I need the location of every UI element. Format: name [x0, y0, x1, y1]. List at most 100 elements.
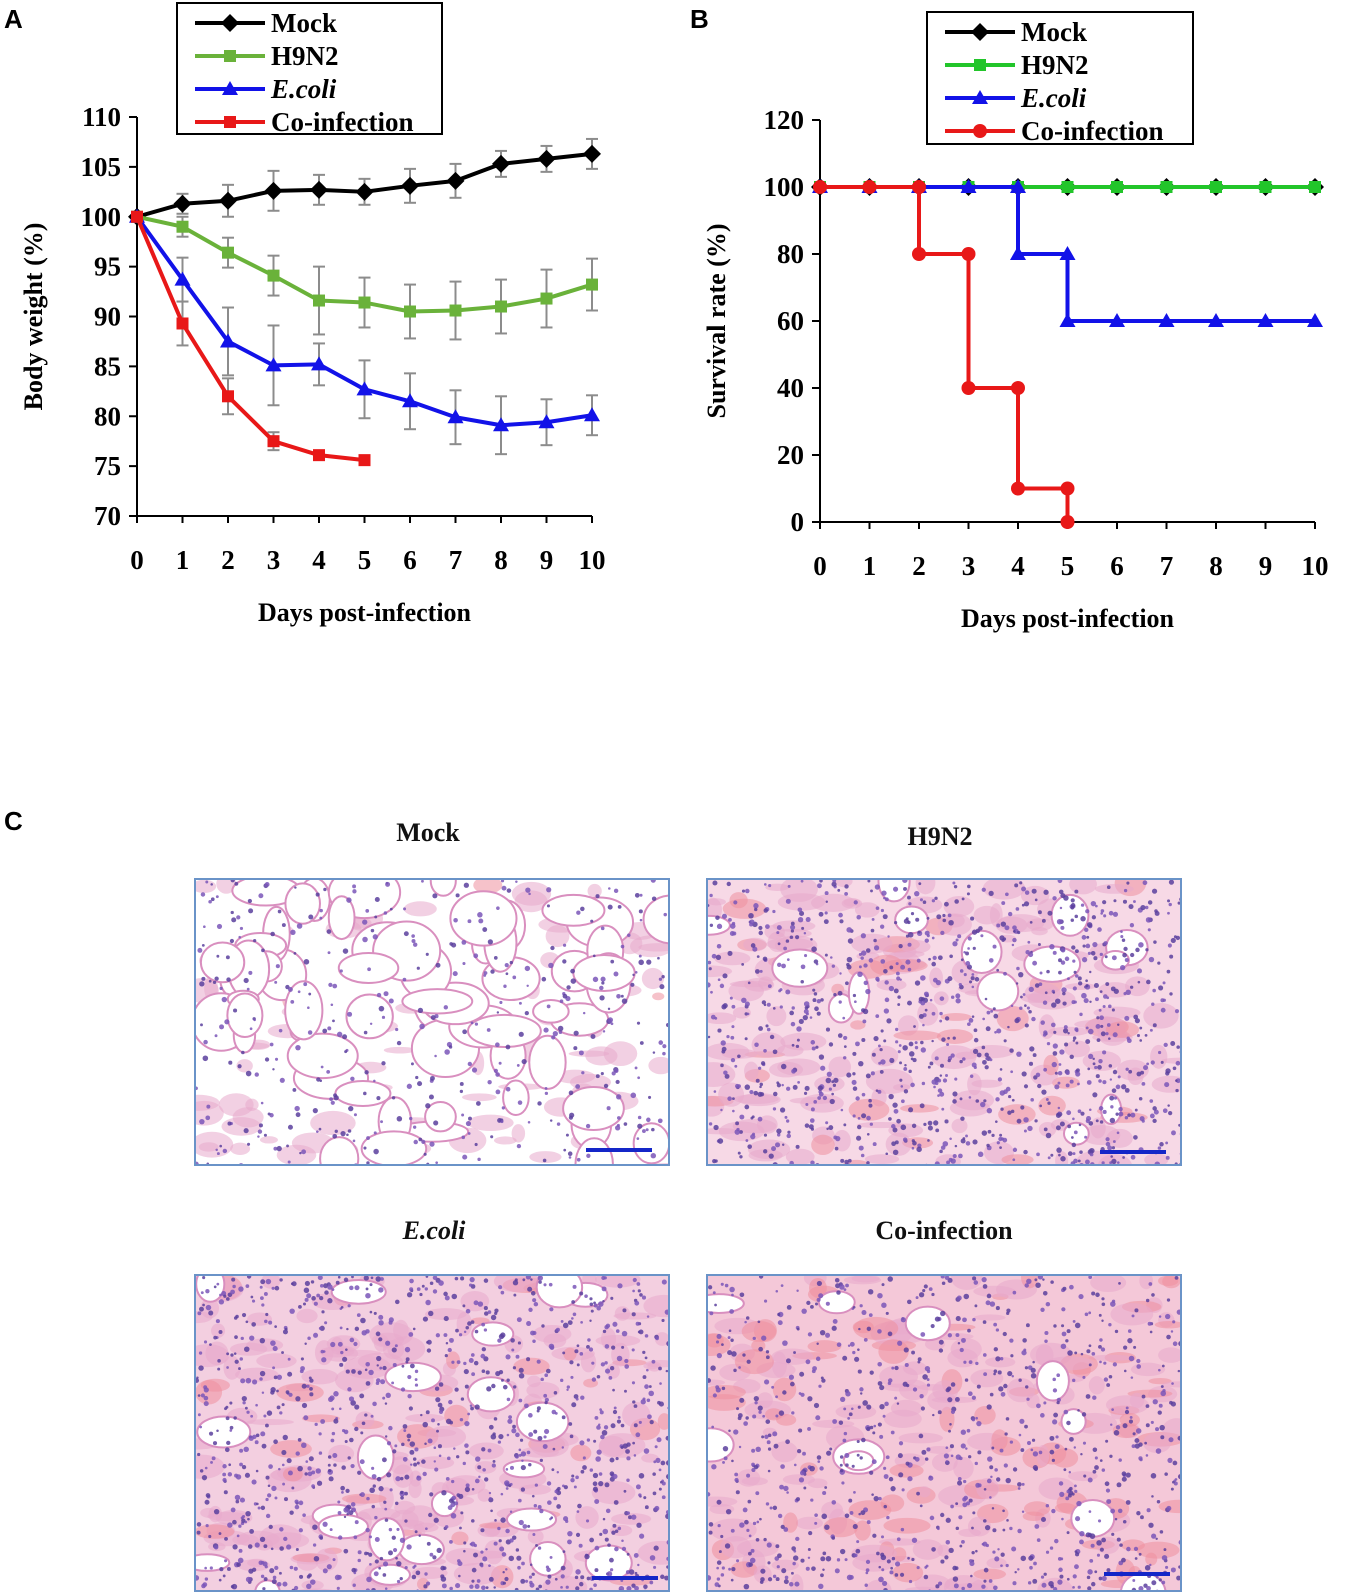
nucleus: [598, 1472, 603, 1476]
tissue-blob: [211, 1323, 226, 1338]
nucleus: [853, 1490, 856, 1494]
nucleus: [916, 958, 921, 963]
nucleus: [416, 1589, 419, 1590]
tissue-blob: [878, 1339, 909, 1364]
nucleus: [834, 1277, 840, 1283]
nucleus: [778, 1591, 781, 1592]
nucleus: [345, 1369, 350, 1374]
nucleus: [279, 1077, 285, 1083]
nucleus: [1090, 1162, 1095, 1164]
nucleus: [634, 1571, 638, 1575]
nucleus: [1099, 1120, 1104, 1124]
nucleus: [744, 1001, 750, 1007]
nucleus: [1073, 970, 1077, 974]
y-tick-label: 90: [94, 302, 121, 332]
nucleus: [565, 1585, 569, 1589]
nucleus: [976, 1421, 982, 1427]
nucleus: [589, 1537, 595, 1543]
nucleus: [231, 917, 237, 923]
nucleus: [420, 1413, 423, 1417]
nucleus: [1057, 1579, 1063, 1585]
nucleus: [1081, 957, 1088, 963]
nucleus: [257, 1129, 263, 1134]
nucleus: [826, 1071, 832, 1077]
nucleus: [720, 1040, 726, 1046]
nucleus: [651, 896, 657, 901]
nucleus: [872, 1142, 877, 1147]
nucleus: [993, 1013, 999, 1019]
nucleus: [1180, 949, 1182, 951]
nucleus: [490, 1433, 497, 1440]
nucleus: [414, 1378, 418, 1382]
nucleus: [739, 1292, 745, 1298]
nucleus: [327, 951, 331, 955]
nucleus: [799, 910, 805, 916]
nucleus: [463, 1369, 469, 1375]
nucleus: [803, 1091, 808, 1095]
nucleus: [967, 1583, 973, 1589]
nucleus: [908, 902, 912, 906]
nucleus: [546, 1004, 551, 1009]
nucleus: [1125, 989, 1131, 996]
nucleus: [829, 1447, 833, 1451]
nucleus: [1147, 1321, 1152, 1326]
nucleus: [1145, 948, 1149, 952]
nucleus: [636, 1522, 642, 1528]
nucleus: [1069, 1436, 1074, 1442]
nucleus: [637, 1563, 640, 1567]
nucleus: [990, 1009, 994, 1013]
nucleus: [399, 1537, 406, 1543]
nucleus: [1158, 1368, 1161, 1372]
tissue-blob: [456, 1311, 472, 1337]
nucleus: [447, 1505, 453, 1511]
nucleus: [1105, 982, 1110, 986]
nucleus: [729, 1286, 735, 1293]
nucleus: [825, 1077, 832, 1084]
nucleus: [252, 1299, 256, 1303]
nucleus: [817, 1096, 822, 1100]
nucleus: [649, 1555, 656, 1561]
nucleus: [831, 1500, 837, 1505]
nucleus: [504, 1480, 510, 1486]
nucleus: [800, 979, 804, 984]
nucleus: [295, 1112, 301, 1118]
tissue-blob: [708, 1496, 738, 1507]
nucleus: [866, 1115, 871, 1121]
nucleus: [382, 1365, 387, 1371]
nucleus: [437, 1402, 443, 1408]
nucleus: [598, 1301, 604, 1307]
nucleus: [531, 1572, 535, 1576]
nucleus: [301, 1383, 307, 1389]
nucleus: [1093, 982, 1099, 989]
nucleus: [871, 1493, 874, 1496]
nucleus: [643, 1584, 648, 1590]
nucleus: [276, 1581, 282, 1587]
nucleus: [931, 899, 936, 903]
nucleus: [984, 997, 988, 1001]
nucleus: [524, 1010, 529, 1016]
nucleus: [482, 927, 488, 932]
nucleus: [628, 1569, 635, 1575]
tissue-blob: [575, 1506, 599, 1529]
nucleus: [389, 907, 393, 911]
nucleus: [946, 1160, 951, 1164]
nucleus: [871, 917, 875, 921]
nucleus: [229, 938, 235, 944]
nucleus: [330, 1341, 336, 1348]
tissue-blob: [737, 1469, 761, 1487]
nucleus: [944, 1016, 950, 1021]
nucleus: [824, 1486, 828, 1489]
nucleus: [796, 1038, 800, 1042]
nucleus: [286, 1144, 289, 1148]
nucleus: [852, 1114, 856, 1118]
nucleus: [721, 1386, 726, 1391]
tissue-blob: [276, 1144, 317, 1164]
nucleus: [1024, 1283, 1029, 1288]
nucleus: [972, 1317, 976, 1322]
nucleus: [350, 1076, 355, 1082]
nucleus: [875, 1014, 880, 1019]
nucleus: [595, 1456, 601, 1462]
nucleus: [205, 1493, 211, 1498]
tissue-blob: [453, 1562, 501, 1585]
nucleus: [392, 1547, 398, 1553]
